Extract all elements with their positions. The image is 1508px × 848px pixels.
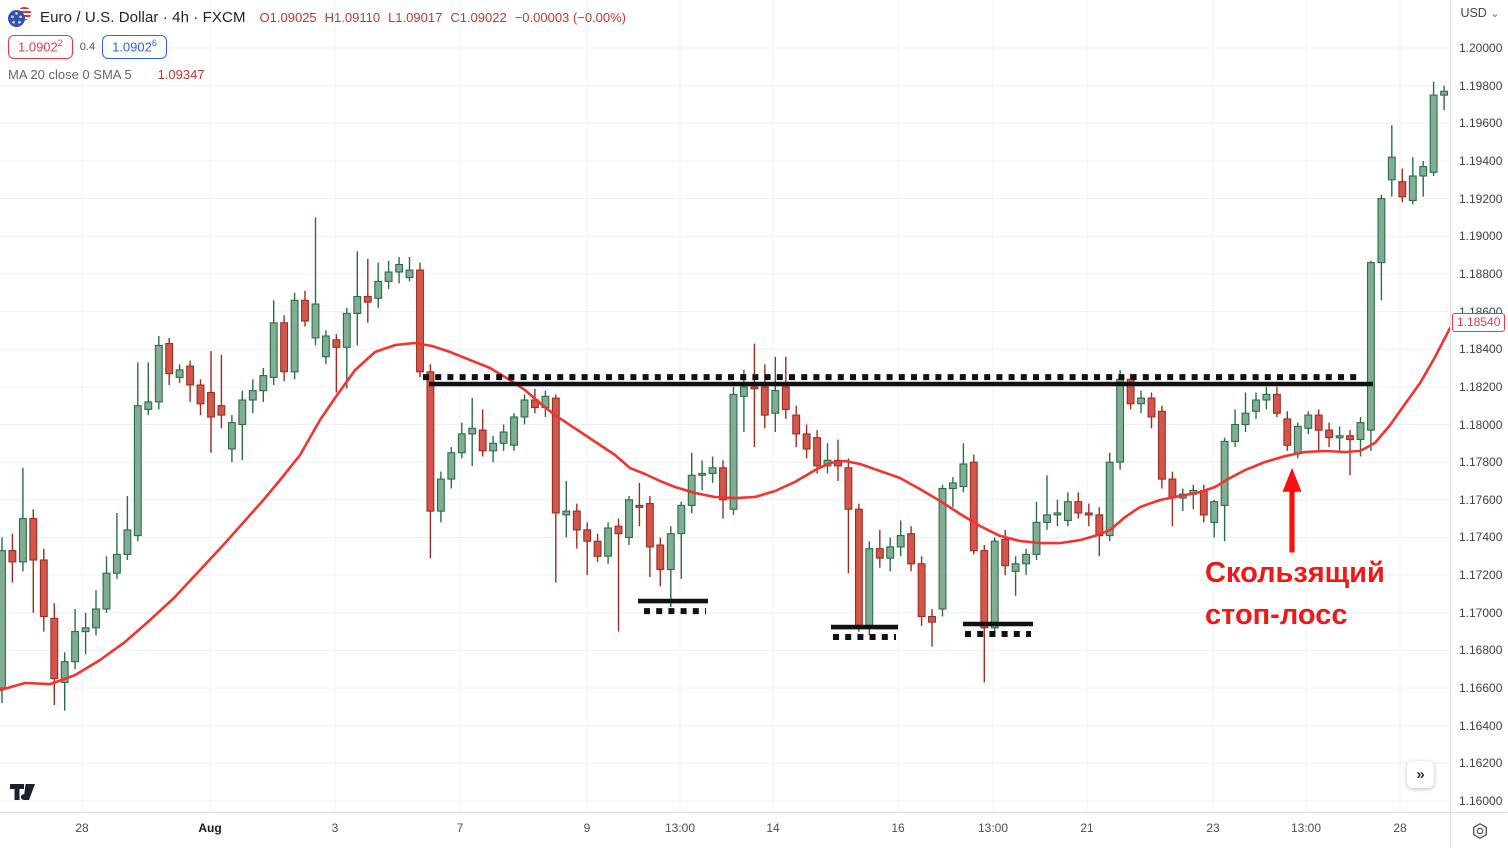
ohlc-values: O1.09025 H1.09110 L1.09017 C1.09022 −0.0… [260,10,626,25]
price-tick-label: 1.16000 [1459,794,1503,808]
price-tick-label: 1.18200 [1459,379,1503,394]
price-tick-label: 1.18000 [1459,417,1503,432]
chevron-down-icon: ⌄ [1490,8,1500,20]
time-tick-label: 14 [766,821,780,835]
price-tick-label: 1.19600 [1459,116,1503,131]
price-tick-label: 1.17600 [1459,492,1503,507]
expand-toolbar-button[interactable]: » [1407,761,1434,788]
price-tick-label: 1.17200 [1459,568,1503,583]
ma-price-axis-label: 1.18540 [1452,312,1506,332]
buy-price-button[interactable]: 1.09026 [102,35,167,59]
chart-legend: Euro / U.S. Dollar · 4h · FXCM O1.09025 … [8,6,626,82]
eurusd-pair-icon [8,7,34,27]
close-value: C1.09022 [450,9,507,25]
annotation-line-2: стоп-лосс [1205,599,1348,631]
ma-indicator-label[interactable]: MA 20 close 0 SMA 5 [8,67,132,82]
trailing-stop-annotation: Скользящий стоп-лосс [1205,552,1385,636]
sell-price-button[interactable]: 1.09022 [8,35,73,59]
price-tick-label: 1.19800 [1459,78,1503,93]
price-axis[interactable]: USD ⌄ 1.20000 1.19800 1.19600 1.19400 1.1920… [1450,0,1508,812]
price-tick-label: 1.16400 [1459,718,1503,733]
price-tick-label: 1.18400 [1459,342,1503,357]
price-tick-label: 1.16800 [1459,643,1503,658]
price-tick-label: 1.17400 [1459,530,1503,545]
time-tick-label: 7 [456,821,464,835]
price-tick-label: 1.16200 [1459,756,1503,771]
time-tick-label: 9 [583,821,591,835]
time-tick-label: 23 [1206,821,1220,835]
axis-settings-corner[interactable] [1450,813,1508,848]
time-tick-label: 13:00 [664,821,696,835]
time-tick-label: 3 [331,821,339,835]
time-tick-label: 13:00 [1290,821,1322,835]
time-tick-label: 13:00 [977,821,1009,835]
symbol-row: Euro / U.S. Dollar · 4h · FXCM O1.09025 … [8,6,626,28]
price-tick-label: 1.19200 [1459,191,1503,206]
ma-indicator-value: 1.09347 [157,67,205,82]
symbol-title[interactable]: Euro / U.S. Dollar · 4h · FXCM [40,8,246,26]
candlestick-chart-canvas[interactable] [0,0,1450,812]
low-value: L1.09017 [388,9,443,25]
spread-value: 0.4 [79,41,96,53]
tradingview-logo[interactable] [8,782,44,807]
indicator-row: MA 20 close 0 SMA 5 1.09347 [8,67,626,82]
price-tick-label: 1.20000 [1459,41,1503,55]
time-tick-label: 28 [1393,821,1407,835]
price-tick-label: 1.17800 [1459,455,1503,470]
chart-pane[interactable]: Euro / U.S. Dollar · 4h · FXCM O1.09025 … [0,0,1450,812]
price-tick-label: 1.16600 [1459,681,1503,696]
time-tick-label: Aug [198,821,222,835]
time-tick-label: 16 [891,821,905,835]
time-axis[interactable]: 28 Aug 3 7 9 13:00 14 16 13:00 21 23 13:00 28 [0,812,1508,848]
currency-unit-dropdown[interactable]: USD ⌄ [1460,6,1500,20]
annotation-line-1: Скользящий [1205,557,1385,589]
gear-icon[interactable] [1471,822,1489,840]
high-value: H1.09110 [324,9,381,25]
quote-row: 1.09022 0.4 1.09026 [8,35,626,59]
price-tick-label: 1.19000 [1459,229,1503,244]
eu-flag-icon [8,10,25,27]
price-tick-label: 1.18800 [1459,266,1503,281]
price-tick-label: 1.17000 [1459,605,1503,620]
time-tick-label: 28 [75,821,89,835]
time-tick-label: 21 [1080,821,1094,835]
change-value: −0.00003 (−0.00%) [514,9,627,25]
price-tick-label: 1.19400 [1459,153,1503,168]
open-value: O1.09025 [259,9,317,25]
